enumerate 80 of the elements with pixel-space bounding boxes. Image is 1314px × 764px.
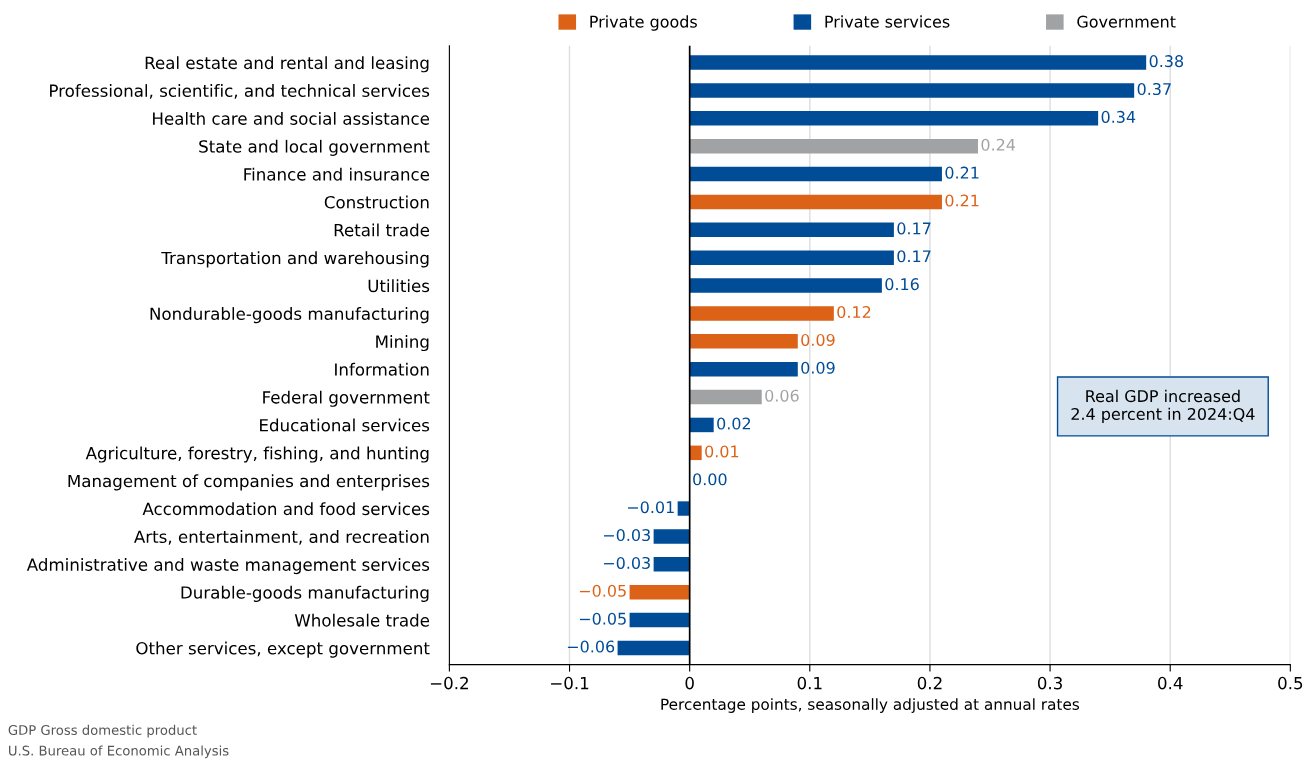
data-label: 0.37: [1137, 82, 1171, 96]
bar: [689, 361, 798, 377]
y-tick-label: Educational services: [260, 418, 430, 432]
y-tick-label: Professional, scientific, and technical services: [50, 84, 430, 99]
data-label: 0.06: [765, 389, 799, 402]
bar: [689, 334, 798, 349]
bar: [677, 501, 690, 516]
data-label: −0.05: [579, 612, 626, 625]
bar: [689, 138, 978, 154]
bar: [617, 640, 690, 656]
legend-label: Private goods: [590, 15, 697, 31]
bar: [629, 584, 690, 600]
y-tick-label: Mining: [376, 334, 429, 352]
y-tick-label: Management of companies and enterprises: [68, 474, 430, 491]
y-tick-label: Utilities: [368, 279, 430, 293]
y-tick-label: Construction: [324, 195, 429, 209]
y-tick-label: Information: [335, 362, 429, 376]
x-tick-label: 0.1: [797, 676, 822, 690]
x-tick-label: −0.1: [551, 676, 589, 690]
data-label: 0.00: [693, 473, 727, 486]
bar: [689, 111, 1099, 126]
data-label: 0.16: [885, 278, 919, 291]
y-tick-label: Arts, entertainment, and recreation: [134, 530, 429, 545]
data-label: 0.01: [705, 445, 739, 458]
legend-label: Government: [1077, 15, 1176, 28]
data-label: 0.17: [897, 250, 931, 263]
data-label: −0.03: [603, 529, 650, 542]
y-tick-label: State and local government: [199, 139, 430, 156]
y-tick-label: Finance and insurance: [244, 167, 430, 181]
data-label: 0.21: [945, 194, 979, 207]
data-label: 0.09: [801, 361, 835, 374]
text: GDP Gross domestic product: [8, 724, 197, 738]
data-label: 0.34: [1101, 110, 1136, 123]
x-axis-title: Percentage points, seasonally adjusted at annual rates: [661, 698, 1080, 713]
bar: [689, 250, 894, 265]
y-tick-label: Accommodation and food services: [142, 502, 430, 516]
bar: [689, 389, 762, 405]
data-label: −0.03: [603, 556, 650, 569]
bar: [689, 222, 894, 238]
y-tick-label: Other services, except government: [136, 641, 430, 658]
data-label: 0.38: [1149, 55, 1184, 68]
data-label: 0.12: [837, 306, 871, 319]
y-tick-label: Federal government: [263, 390, 430, 407]
bar: [689, 83, 1135, 98]
y-tick-label: Agriculture, forestry, fishing, and hunting: [85, 446, 429, 463]
bar: [689, 445, 702, 461]
data-label: 0.21: [945, 166, 979, 179]
bar: [689, 278, 882, 293]
text: U.S. Bureau of Economic Analysis: [9, 745, 229, 759]
bar: [689, 194, 942, 210]
x-tick-label: 0.3: [1037, 676, 1062, 690]
data-label: 0.09: [801, 333, 835, 346]
data-label: −0.01: [627, 501, 674, 514]
bar: [653, 557, 690, 572]
bar: [689, 417, 714, 433]
annotation: Real GDP increased 2.4 percent in 2024:Q4: [1071, 389, 1255, 424]
y-tick-label: Wholesale trade: [294, 613, 430, 627]
y-tick-label: Nondurable-goods manufacturing: [150, 307, 429, 324]
x-tick-label: 0.5: [1278, 676, 1303, 690]
data-label: 0.02: [717, 417, 751, 430]
x-tick-label: 0.2: [917, 676, 942, 690]
bar: [653, 529, 690, 544]
y-tick-label: Real estate and rental and leasing: [145, 56, 429, 73]
data-label: −0.05: [579, 584, 626, 597]
y-tick-label: Retail trade: [334, 223, 430, 237]
x-tick-label: 0: [685, 676, 694, 690]
bar: [629, 612, 690, 628]
data-label: 0.17: [897, 222, 931, 235]
bar: [689, 55, 1147, 70]
x-tick-label: 0.4: [1158, 676, 1183, 690]
y-tick-label: Transportation and warehousing: [161, 251, 429, 268]
data-label: −0.06: [567, 640, 615, 653]
y-tick-label: Durable-goods manufacturing: [181, 585, 429, 602]
data-label: 0.24: [981, 138, 1016, 151]
x-tick-label: −0.2: [430, 676, 468, 690]
legend-label: Private services: [825, 15, 950, 28]
y-tick-label: Health care and social assistance: [153, 111, 430, 125]
bar: [689, 166, 942, 182]
y-tick-label: Administrative and waste management services: [26, 558, 430, 575]
bar: [689, 306, 834, 321]
